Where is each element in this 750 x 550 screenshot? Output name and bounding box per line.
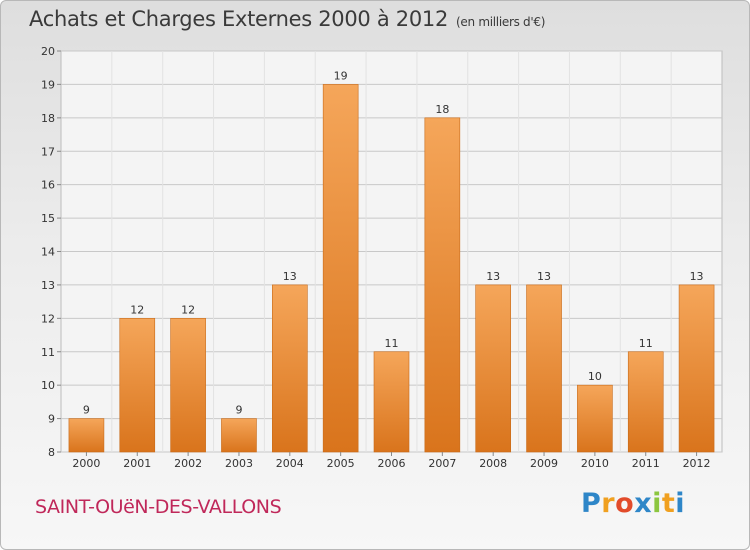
y-tick-label: 12: [41, 312, 55, 325]
y-tick-label: 14: [41, 246, 55, 259]
bar: [424, 117, 461, 453]
y-tick-label: 16: [41, 179, 55, 192]
logo-letter: i: [675, 488, 686, 519]
y-tick-label: 9: [48, 413, 55, 426]
y-tick-label: 20: [41, 45, 55, 58]
chart-title: Achats et Charges Externes 2000 à 2012 (e…: [29, 7, 545, 31]
x-tick-label: 2012: [683, 457, 711, 470]
x-tick-label: 2011: [632, 457, 660, 470]
bar: [526, 284, 562, 453]
y-tick-label: 15: [41, 212, 55, 225]
x-tick-label: 2003: [225, 457, 253, 470]
data-label: 18: [435, 103, 449, 116]
data-label: 10: [588, 370, 602, 383]
x-tick-label: 2006: [378, 457, 406, 470]
y-tick-label: 18: [41, 112, 55, 125]
y-tick-label: 10: [41, 379, 55, 392]
data-label: 13: [690, 270, 704, 283]
logo-letter: t: [661, 488, 676, 519]
logo-letter: i: [652, 488, 662, 519]
data-label: 11: [385, 337, 399, 350]
x-tick-label: 2004: [276, 457, 304, 470]
bar: [577, 384, 613, 453]
data-label: 12: [181, 303, 195, 316]
bar: [627, 351, 664, 453]
data-label: 11: [639, 337, 653, 350]
x-tick-label: 2000: [72, 457, 100, 470]
logo-letter: r: [601, 488, 616, 519]
bar: [322, 84, 359, 453]
data-label: 9: [83, 404, 90, 417]
x-tick-label: 2001: [123, 457, 151, 470]
bar: [678, 284, 715, 453]
x-tick-label: 2005: [327, 457, 355, 470]
logo-letter: o: [615, 488, 635, 519]
logo-letter: P: [581, 488, 602, 519]
x-tick-label: 2009: [530, 457, 558, 470]
bar: [221, 418, 257, 453]
data-label: 13: [486, 270, 500, 283]
bar: [119, 318, 156, 453]
data-label: 12: [130, 303, 144, 316]
bar: [68, 418, 105, 453]
x-tick-label: 2002: [174, 457, 202, 470]
x-tick-label: 2010: [581, 457, 609, 470]
chart-title-text: Achats et Charges Externes 2000 à 2012: [29, 7, 449, 31]
bar: [475, 284, 511, 453]
data-label: 13: [283, 270, 297, 283]
y-tick-label: 8: [48, 446, 55, 459]
x-tick-label: 2007: [428, 457, 456, 470]
data-label: 13: [537, 270, 551, 283]
y-tick-label: 17: [41, 145, 55, 158]
y-tick-label: 11: [41, 346, 55, 359]
data-label: 19: [334, 69, 348, 82]
chart-unit: (en milliers d'€): [456, 15, 546, 29]
commune-name: SAINT-OUëN-DES-VALLONS: [35, 496, 282, 518]
bar: [373, 351, 410, 453]
x-tick-label: 2008: [479, 457, 507, 470]
data-label: 9: [235, 404, 242, 417]
y-tick-label: 19: [41, 78, 55, 91]
logo-letter: x: [634, 488, 653, 519]
bar: [170, 318, 206, 453]
proxiti-logo: Proxiti: [581, 488, 685, 519]
bar: [272, 284, 308, 453]
y-tick-label: 13: [41, 279, 55, 292]
